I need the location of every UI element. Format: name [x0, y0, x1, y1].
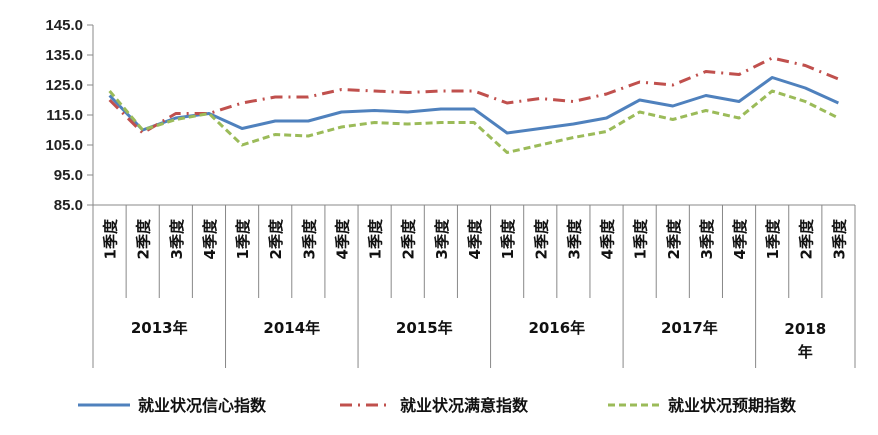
series-line-1 [108, 76, 840, 135]
x-tick-label: 2季度 [135, 218, 153, 259]
x-tick-label: 4季度 [333, 218, 351, 259]
year-label: 2015年 [396, 319, 453, 337]
x-tick-label: 1季度 [632, 218, 650, 259]
y-tick-label: 95.0 [54, 167, 83, 184]
year-label: 2013年 [131, 319, 188, 337]
x-tick-label: 4季度 [599, 218, 617, 259]
series-line-2 [108, 56, 839, 135]
y-tick-label: 145.0 [45, 17, 83, 34]
series-lines [108, 56, 840, 154]
x-tick-label: 3季度 [168, 218, 186, 259]
y-tick-label: 105.0 [45, 137, 83, 154]
legend-label-3: 就业状况预期指数 [668, 396, 797, 415]
x-tick-label: 1季度 [764, 218, 782, 259]
series-line-3 [108, 89, 840, 154]
y-tick-label: 115.0 [46, 107, 83, 124]
y-tick-label: 135.0 [45, 47, 83, 64]
year-label: 2017年 [661, 319, 718, 337]
x-tick-label: 4季度 [731, 218, 749, 259]
x-tick-label: 3季度 [698, 218, 716, 259]
x-tick-label: 4季度 [201, 218, 219, 259]
x-tick-label: 2季度 [267, 218, 285, 259]
x-tick-label: 3季度 [565, 218, 583, 259]
x-tick-label: 3季度 [433, 218, 451, 259]
x-tick-label: 1季度 [499, 218, 517, 259]
x-tick-label: 2季度 [665, 218, 683, 259]
y-axis: 85.0 95.0 105.0 115.0 125.0 135.0 145.0 [45, 17, 94, 214]
year-label: 2018 [784, 320, 826, 338]
x-tick-label: 4季度 [466, 218, 484, 259]
x-tick-label: 1季度 [234, 218, 252, 259]
legend-label-1: 就业状况信心指数 [138, 396, 267, 415]
year-label: 2016年 [528, 319, 585, 337]
x-tick-label: 3季度 [830, 218, 848, 259]
x-axis: 1季度 2季度 3季度 4季度 1季度 2季度 3季度 4季度 1季度 2季度 3季度 4季度 1季度 2… [92, 204, 856, 368]
year-label: 2014年 [263, 319, 320, 337]
legend-label-2: 就业状况满意指数 [400, 396, 529, 415]
legend: 就业状况信心指数 就业状况满意指数 就业状况预期指数 [78, 396, 797, 415]
y-tick-label: 85.0 [54, 197, 83, 214]
x-tick-label: 3季度 [300, 218, 318, 259]
year-label-suffix: 年 [798, 343, 813, 361]
x-tick-label: 2季度 [797, 218, 815, 259]
x-tick-label: 1季度 [102, 218, 120, 259]
y-tick-label: 125.0 [45, 77, 83, 94]
x-tick-label: 1季度 [367, 218, 385, 259]
x-tick-label: 2季度 [400, 218, 418, 259]
x-tick-label: 2季度 [532, 218, 550, 259]
